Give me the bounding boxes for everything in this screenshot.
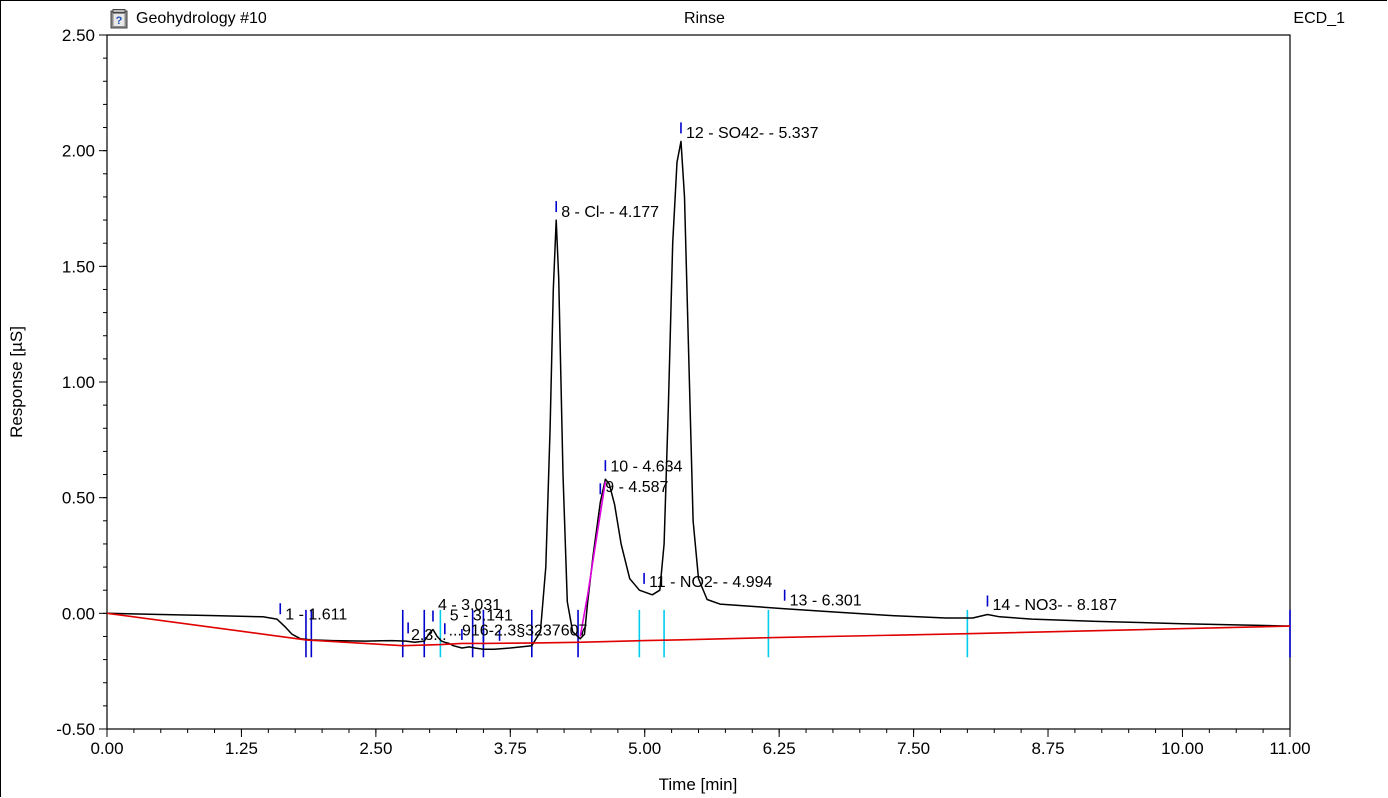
peak-label: 5 - 3.141	[450, 607, 513, 624]
peak-label: 10 - 4.634	[610, 458, 682, 475]
signal-trace	[106, 140, 1291, 650]
x-tick-label: 0.00	[90, 739, 123, 758]
help-document-icon[interactable]: ?	[110, 9, 129, 29]
sample-name: Geohydrology #10	[136, 10, 267, 27]
peak-label: 1 - 1.611	[285, 606, 347, 623]
x-tick-label: 5.00	[628, 739, 661, 758]
x-tick-label: 2.50	[359, 739, 392, 758]
channel-name: ECD_1	[1293, 10, 1345, 27]
peak-label: 2.3...	[411, 627, 447, 644]
svg-text:?: ?	[116, 15, 123, 27]
peak-label: 8 - Cl- - 4.177	[561, 204, 659, 221]
peak-label: 14 - NO3- - 8.187	[992, 597, 1117, 614]
peak-label: 12 - SO42- - 5.337	[686, 125, 819, 142]
peak-label: 11 - NO2- - 4.994	[649, 574, 772, 591]
peak-label: 9 - 4.587	[605, 479, 668, 496]
y-tick-label: 1.50	[62, 257, 95, 276]
x-tick-label: 6.25	[763, 739, 796, 758]
y-tick-label: 0.00	[62, 604, 95, 623]
program-name: Rinse	[684, 10, 725, 27]
y-tick-label: 0.50	[62, 489, 95, 508]
y-tick-label: 1.00	[62, 373, 95, 392]
baseline-line	[106, 612, 1291, 647]
x-tick-label: 3.75	[494, 739, 527, 758]
y-tick-label: 2.50	[62, 26, 95, 45]
x-axis-title: Time [min]	[659, 775, 738, 794]
x-tick-label: 1.25	[225, 739, 258, 758]
peak-label: ...916-2.3§3237607	[449, 623, 588, 640]
peak-fit-segment	[579, 481, 607, 637]
y-tick-label: -0.50	[56, 720, 95, 739]
y-tick-label: 2.00	[62, 142, 95, 161]
x-tick-label: 7.50	[897, 739, 930, 758]
x-tick-label: 10.00	[1161, 739, 1204, 758]
x-tick-label: 8.75	[1031, 739, 1064, 758]
peak-label: 13 - 6.301	[790, 592, 862, 609]
peak-label: 4 - 3.031	[438, 597, 501, 614]
x-tick-label: 11.00	[1269, 739, 1310, 758]
y-axis-title: Response [µS]	[7, 326, 26, 438]
